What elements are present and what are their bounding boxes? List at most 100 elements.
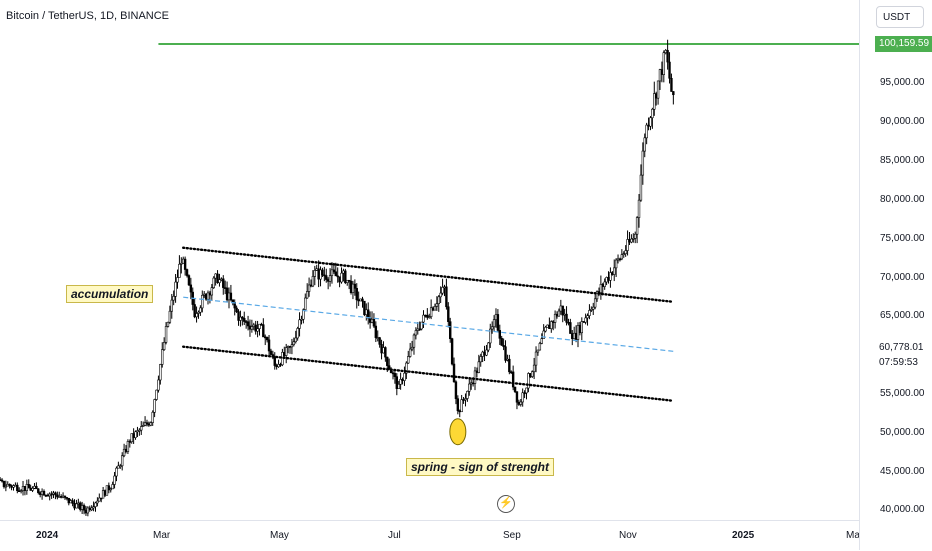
candle-body (418, 328, 421, 331)
candle-body (670, 77, 673, 92)
x-tick-2025: 2025 (732, 530, 755, 541)
channel-trendline (182, 246, 675, 304)
candle-body (441, 287, 444, 294)
candle-body (609, 272, 612, 281)
candle-body (651, 108, 654, 119)
candle-body (538, 343, 542, 351)
candle-body (656, 80, 660, 99)
candle-body (593, 298, 597, 308)
candle-body (277, 364, 280, 368)
candle-body (279, 364, 282, 366)
spring-annotation[interactable]: spring - sign of strenght (406, 458, 554, 476)
candle-body (494, 314, 498, 320)
candle-body (395, 376, 399, 389)
candle-body (143, 422, 147, 426)
candle-body (399, 379, 402, 385)
candle-body (248, 325, 252, 330)
candle-body (634, 233, 637, 239)
accumulation-annotation[interactable]: accumulation (66, 285, 154, 303)
candle-body (527, 373, 530, 389)
candle-body (382, 347, 385, 354)
x-tick-sep: Sep (503, 530, 521, 541)
candle-body (6, 483, 9, 487)
candle-body (458, 410, 461, 413)
candle-body (223, 287, 227, 289)
candle-body (529, 373, 532, 377)
candle-body (119, 465, 122, 468)
candle-body (260, 323, 263, 326)
candle-body (551, 321, 555, 323)
candle-body (456, 398, 460, 412)
candle-body (496, 314, 500, 331)
candle-body (466, 390, 469, 399)
x-tick-may: May (270, 530, 289, 541)
candle-body (521, 392, 524, 403)
candle-body (622, 253, 625, 255)
candle-body (315, 268, 318, 271)
candle-body (614, 259, 618, 269)
candle-body (367, 309, 370, 319)
candle-body (447, 306, 450, 322)
candle-body (405, 362, 408, 374)
candle-body (340, 272, 343, 283)
spring-marker (449, 418, 467, 446)
x-tick-mar-2025: Mar (846, 530, 864, 541)
candle-body (182, 258, 185, 264)
candle-body (113, 475, 116, 485)
candle-body (159, 364, 162, 381)
candlestick-chart[interactable] (0, 0, 859, 520)
candle-body (92, 506, 95, 509)
y-tick: 90,000.00 (880, 116, 925, 127)
candle-body (414, 330, 418, 336)
time-axis[interactable] (0, 520, 859, 551)
candle-body (336, 275, 339, 278)
candle-body (239, 316, 242, 321)
candle-body (21, 486, 25, 491)
candle-body (635, 217, 639, 235)
candle-body (185, 269, 189, 276)
candle-body (317, 268, 320, 280)
candle-body (632, 238, 635, 240)
candle-body (468, 383, 471, 392)
candle-body (376, 337, 379, 339)
candle-body (477, 361, 481, 373)
candle-body (330, 269, 334, 276)
candle-body (304, 297, 307, 311)
candle-body (639, 174, 643, 201)
y-tick: 85,000.00 (880, 155, 925, 166)
candle-body (176, 277, 179, 283)
high-price-label: 100,159.59 (875, 36, 932, 52)
candle-body (220, 278, 223, 281)
candle-body (8, 483, 11, 487)
x-tick-jul: Jul (388, 530, 401, 541)
candle-body (443, 286, 446, 289)
channel-midline (183, 296, 674, 352)
candle-body (77, 502, 80, 505)
candle-body (313, 270, 317, 277)
y-tick: 55,000.00 (880, 388, 925, 399)
candle-body (628, 239, 631, 243)
candle-body (164, 326, 168, 343)
candle-body (544, 327, 547, 332)
candle-body (332, 269, 336, 273)
candle-body (265, 337, 269, 341)
candle-body (195, 313, 198, 318)
price-axis[interactable] (859, 0, 932, 550)
candle-body (311, 276, 315, 287)
candle-body (262, 324, 265, 338)
candle-body (429, 307, 433, 317)
candle-body (534, 351, 538, 366)
candle-body (286, 346, 290, 348)
candle-body (155, 389, 158, 400)
lightning-icon[interactable]: ⚡ (497, 495, 515, 513)
candle-body (120, 455, 124, 467)
candle-body (229, 292, 233, 301)
y-tick: 80,000.00 (880, 194, 925, 205)
y-tick: 40,000.00 (880, 504, 925, 515)
candle-body (50, 493, 53, 496)
candle-body (222, 278, 225, 288)
currency-button[interactable]: USDT (876, 6, 924, 28)
candle-body (35, 485, 38, 490)
candle-body (355, 288, 358, 301)
candle-body (346, 279, 349, 283)
